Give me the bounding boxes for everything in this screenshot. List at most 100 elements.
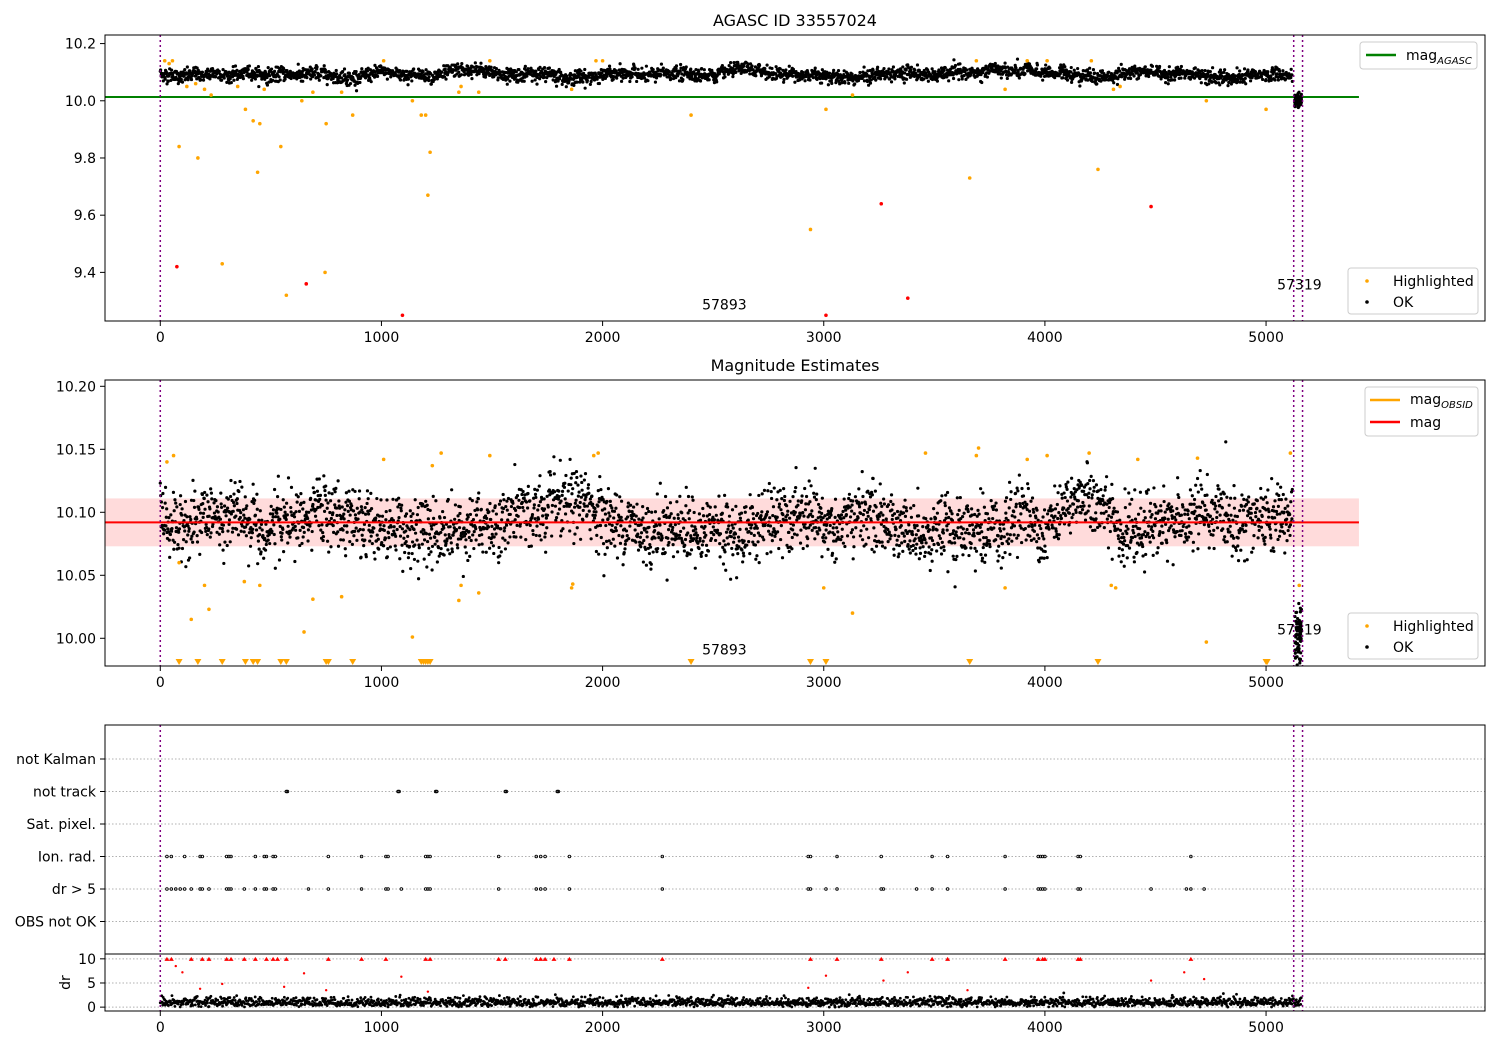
ok-point <box>222 561 226 566</box>
ok-point <box>568 457 572 461</box>
ok-point <box>1095 82 1099 86</box>
ok-point <box>765 510 770 514</box>
ok-point <box>307 510 311 514</box>
ok-point <box>170 527 174 531</box>
ok-point <box>834 557 838 561</box>
ok-point <box>279 507 283 512</box>
ok-point <box>688 552 692 556</box>
ok-point <box>658 523 662 527</box>
ok-point <box>669 76 673 81</box>
ok-point <box>868 81 873 85</box>
ok-point <box>601 541 606 546</box>
ok-point <box>322 64 326 68</box>
ok-point <box>253 513 258 517</box>
ok-point <box>322 509 327 513</box>
ok-point <box>1200 68 1204 73</box>
ok-point <box>289 76 293 81</box>
ok-point <box>1015 57 1020 61</box>
ok-point <box>607 511 611 515</box>
ok-point <box>508 512 512 517</box>
ok-point <box>355 506 359 510</box>
ok-point <box>667 540 671 545</box>
ok-point <box>404 512 409 516</box>
ok-point <box>342 512 346 516</box>
ok-point <box>621 534 625 538</box>
ok-point <box>732 536 736 540</box>
ok-point <box>915 63 920 67</box>
highlighted-point <box>350 113 355 117</box>
ok-point <box>739 511 744 515</box>
ok-point <box>1078 84 1082 88</box>
ok-point <box>713 72 717 76</box>
ok-point <box>348 81 353 86</box>
ok-point <box>232 500 236 505</box>
ok-point <box>551 78 555 82</box>
ok-point <box>386 531 391 535</box>
highlighted-point <box>243 107 248 112</box>
ok-point <box>1207 82 1211 86</box>
ok-point <box>371 530 375 534</box>
ok-point <box>197 507 201 511</box>
ok-point <box>795 533 799 537</box>
ok-point <box>457 526 462 530</box>
ok-point <box>568 502 573 507</box>
ok-point <box>430 527 434 531</box>
ok-point <box>830 81 834 86</box>
ok-point <box>172 509 176 513</box>
ok-point <box>357 73 361 77</box>
ok-point <box>317 78 321 82</box>
ok-point <box>518 506 522 510</box>
ok-point <box>260 518 264 522</box>
ok-point <box>800 494 804 498</box>
ok-point <box>247 564 251 568</box>
ok-point <box>574 481 578 485</box>
ok-point <box>477 491 481 495</box>
ok-point <box>430 544 435 549</box>
ok-point <box>347 489 351 493</box>
ok-point <box>344 554 348 558</box>
ok-point <box>248 517 252 521</box>
ok-point <box>645 535 649 539</box>
ok-point <box>1246 68 1250 72</box>
ok-point <box>165 82 169 86</box>
ok-point <box>369 534 373 538</box>
ok-point <box>582 478 586 482</box>
ok-point <box>195 534 199 538</box>
ok-point <box>571 77 576 81</box>
ok-point <box>385 498 389 502</box>
ok-point <box>225 506 230 510</box>
ok-point <box>1061 76 1065 80</box>
ok-point <box>738 527 742 531</box>
ok-point <box>517 68 521 72</box>
ok-point <box>820 511 824 515</box>
ok-point <box>450 550 455 554</box>
ok-point <box>1203 68 1207 73</box>
ok-point <box>404 539 408 544</box>
ok-point <box>1273 78 1277 82</box>
ok-point <box>370 541 374 546</box>
ok-point <box>593 513 597 517</box>
ok-point <box>422 557 426 561</box>
ok-point <box>357 489 362 493</box>
ok-point <box>343 73 347 77</box>
highlighted-point <box>220 262 225 266</box>
ok-point <box>175 505 179 509</box>
ok-point <box>822 533 826 537</box>
ok-point <box>1294 94 1299 99</box>
ok-point <box>682 526 686 530</box>
ok-point <box>538 534 542 538</box>
ok-point <box>723 543 727 547</box>
ok-point <box>511 501 515 505</box>
ok-point <box>432 77 436 82</box>
ok-point <box>167 538 171 542</box>
ok-point <box>515 494 520 498</box>
ok-point <box>513 462 517 467</box>
ok-point <box>833 560 837 564</box>
ok-point <box>226 529 230 533</box>
ok-point <box>357 497 361 501</box>
ok-point <box>773 534 777 538</box>
ok-point <box>257 518 261 522</box>
ok-point <box>1016 70 1020 74</box>
ok-point <box>692 72 697 76</box>
ok-point <box>629 503 633 507</box>
